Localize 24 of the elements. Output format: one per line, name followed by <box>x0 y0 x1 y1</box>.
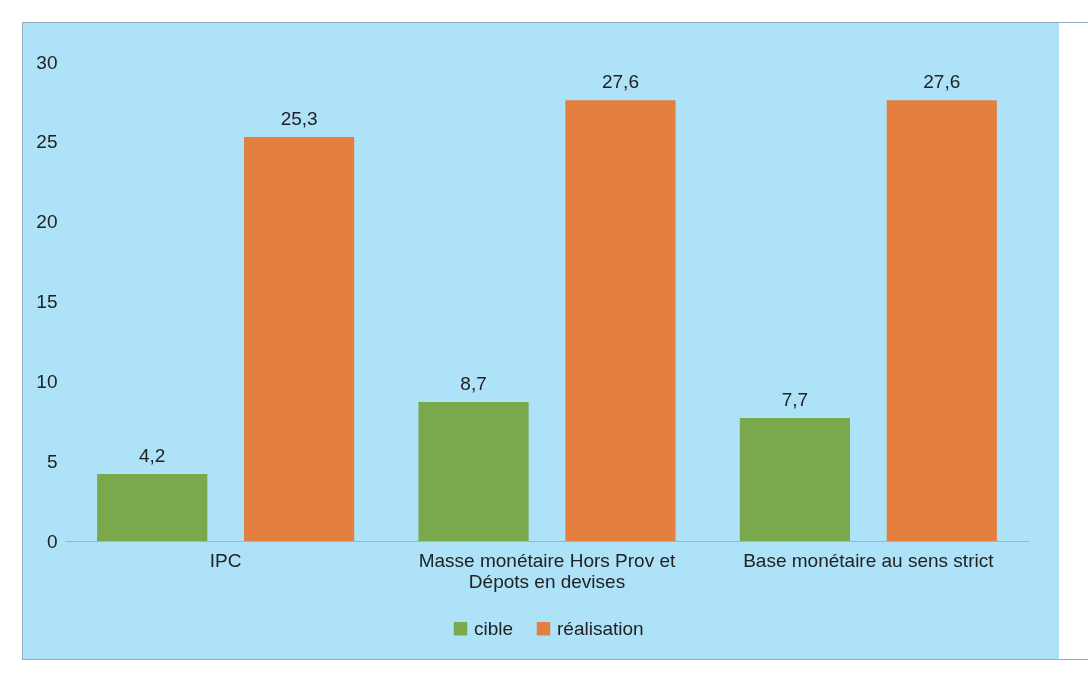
bar <box>739 418 850 541</box>
y-tick-label: 10 <box>36 370 58 392</box>
bar <box>418 402 529 541</box>
data-label: 7,7 <box>781 389 809 411</box>
x-tick-label: Masse monétaire Hors Prov et Dépots en devises <box>418 549 677 592</box>
data-label: 27,6 <box>923 71 961 93</box>
y-tick-label: 30 <box>36 51 58 73</box>
data-label: 25,3 <box>280 108 318 130</box>
bar <box>244 137 355 541</box>
y-tick-label: 25 <box>36 131 58 153</box>
data-label: 27,6 <box>601 71 639 93</box>
data-label: 4,2 <box>139 444 166 466</box>
data-label: 8,7 <box>460 373 487 395</box>
legend-label: cible <box>474 617 514 639</box>
y-tick-label: 20 <box>36 211 58 233</box>
bar <box>565 100 676 541</box>
x-tick-label: IPC <box>209 549 242 571</box>
y-tick-label: 0 <box>46 530 58 552</box>
bar <box>886 100 997 541</box>
legend-label: réalisation <box>557 617 644 639</box>
y-tick-label: 5 <box>46 450 58 472</box>
y-tick-label: 15 <box>36 291 58 312</box>
bar <box>97 473 208 541</box>
x-tick-label: Base monétaire au sens strict <box>743 549 995 571</box>
